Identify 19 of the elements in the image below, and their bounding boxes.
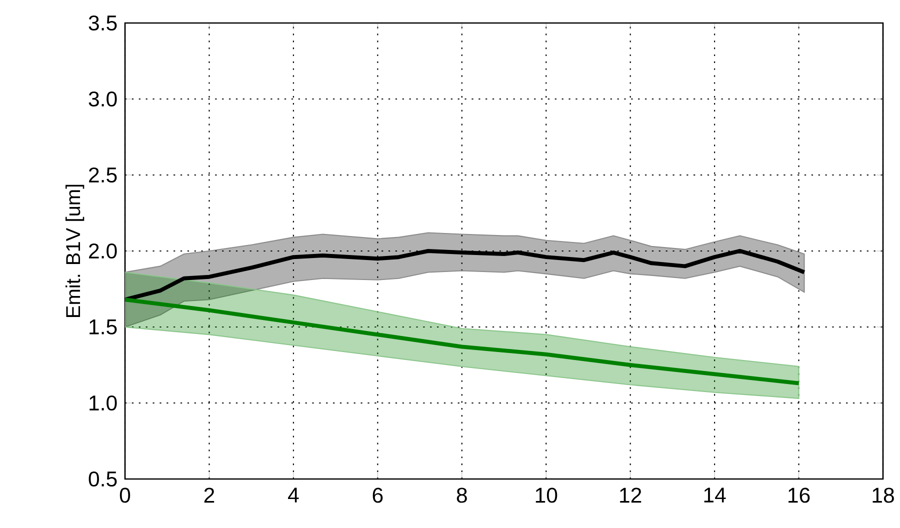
- y-tick-label: 2.5: [89, 167, 117, 183]
- x-tick-label: 0: [120, 488, 130, 503]
- x-tick-label: 12: [620, 488, 642, 503]
- y-tick-label: 2.0: [89, 243, 117, 259]
- y-tick-label: 3.0: [88, 91, 117, 107]
- x-tick-label: 10: [536, 488, 558, 503]
- y-axis-title: Emit. B1V [um]: [66, 184, 84, 317]
- x-tick-label: 6: [372, 488, 383, 503]
- y-tick-label: 1.0: [90, 395, 117, 411]
- y-tick-label: 0.5: [88, 471, 117, 487]
- x-tick-label: 18: [872, 488, 894, 503]
- x-tick-label: 16: [788, 488, 810, 503]
- y-tick-label: 3.5: [88, 15, 117, 31]
- x-tick-label: 2: [204, 488, 214, 503]
- y-tick-label: 1.5: [90, 320, 117, 334]
- x-tick-label: 14: [704, 488, 726, 502]
- line-series: [125, 298, 801, 386]
- x-tick-label: 4: [288, 488, 299, 502]
- x-tick-label: 8: [456, 488, 467, 503]
